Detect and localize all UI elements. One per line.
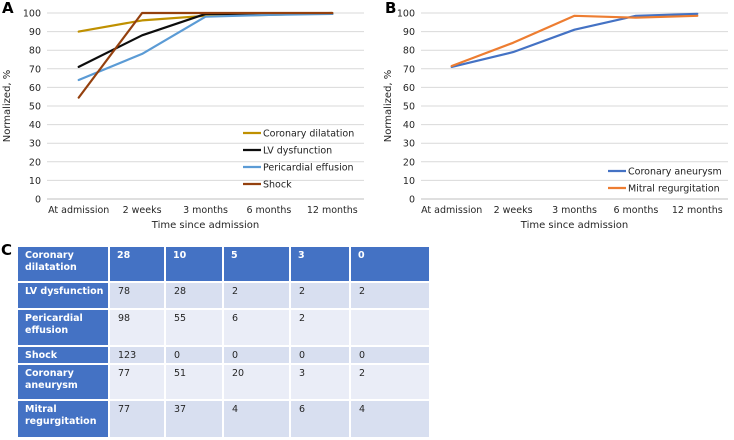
data-cell: 3	[291, 365, 349, 399]
y-tick-label: 50	[403, 102, 415, 113]
y-tick-label: 20	[403, 157, 415, 168]
data-cell: 5	[224, 247, 289, 281]
legend-label: LV dysfunction	[263, 146, 332, 157]
x-tick-label: 12 months	[307, 205, 358, 216]
y-tick-label: 60	[403, 83, 415, 94]
legend-label: Mitral regurgitation	[628, 184, 720, 195]
x-axis-title: Time since admission	[520, 220, 628, 231]
x-tick-label: At admission	[48, 205, 109, 216]
x-axis-title: Time since admission	[151, 220, 259, 231]
y-tick-label: 10	[29, 176, 41, 187]
series-line-lv-dysfunction	[77, 12, 334, 69]
data-cell: 4	[224, 401, 289, 437]
legend-label: Coronary dilatation	[263, 129, 354, 140]
y-tick-label: 50	[29, 102, 41, 113]
data-cell: 6	[224, 310, 289, 345]
data-cell	[351, 310, 429, 345]
y-tick-label: 100	[397, 9, 415, 20]
data-cell: 37	[166, 401, 222, 437]
data-cell: 0	[291, 347, 349, 363]
legend-label: Coronary aneurysm	[628, 167, 722, 178]
row-label-cell: LV dysfunction	[18, 283, 108, 308]
data-cell: 28	[110, 247, 164, 281]
data-cell: 2	[351, 283, 429, 308]
data-cell: 28	[166, 283, 222, 308]
y-tick-label: 20	[29, 157, 41, 168]
x-tick-label: 6 months	[246, 205, 291, 216]
x-tick-label: 6 months	[613, 205, 658, 216]
data-cell: 20	[224, 365, 289, 399]
x-tick-label: 3 months	[552, 205, 597, 216]
series-line-pericardial-effusion	[77, 12, 334, 82]
panel-a-label: A	[2, 0, 14, 17]
panel-b-label: B	[385, 0, 397, 17]
x-tick-label: 2 weeks	[494, 205, 533, 216]
data-cell: 2	[224, 283, 289, 308]
data-cell: 0	[351, 247, 429, 281]
y-tick-label: 100	[23, 9, 41, 20]
x-tick-label: 3 months	[183, 205, 228, 216]
y-tick-label: 10	[403, 176, 415, 187]
y-tick-label: 70	[29, 64, 41, 75]
data-cell: 51	[166, 365, 222, 399]
y-tick-label: 80	[403, 46, 415, 57]
panel-b-chart: 0 10 20 30 40 50 60 70 80 90 100 At admission 2 week…	[383, 9, 728, 231]
y-tick-label: 90	[403, 27, 415, 38]
data-cell: 2	[351, 365, 429, 399]
y-axis-title: Normalized, %	[2, 70, 13, 143]
y-tick-label: 90	[29, 27, 41, 38]
y-tick-label: 70	[403, 64, 415, 75]
y-tick-label: 40	[403, 120, 415, 131]
data-cell: 78	[110, 283, 164, 308]
series-line-shock	[77, 11, 334, 99]
y-tick-label: 0	[35, 195, 41, 206]
row-label-cell: Coronary dilatation	[18, 247, 108, 281]
data-cell: 98	[110, 310, 164, 345]
row-label-cell: Shock	[18, 347, 108, 363]
x-tick-label: 2 weeks	[123, 205, 162, 216]
data-cell: 10	[166, 247, 222, 281]
data-cell: 55	[166, 310, 222, 345]
data-cell: 2	[291, 283, 349, 308]
y-tick-label: 40	[29, 120, 41, 131]
data-cell: 0	[351, 347, 429, 363]
panel-a-chart: 0 10 20 30 40 50 60 70 80 90 100 At admission 2 week…	[2, 9, 364, 231]
x-tick-label: 12 months	[672, 205, 723, 216]
row-label-cell: Coronary aneurysm	[18, 365, 108, 399]
data-cell: 0	[166, 347, 222, 363]
legend-label: Shock	[263, 180, 292, 191]
data-cell: 3	[291, 247, 349, 281]
y-tick-label: 30	[403, 139, 415, 150]
panel-c-table: Coronary dilatation 28 10 5 3 0 LV dysfunction…	[18, 247, 429, 437]
series-line-coronary-aneurysm	[450, 12, 699, 69]
data-cell: 4	[351, 401, 429, 437]
data-cell: 0	[224, 347, 289, 363]
data-cell: 77	[110, 401, 164, 437]
data-cell: 6	[291, 401, 349, 437]
x-tick-label: At admission	[421, 205, 482, 216]
y-tick-label: 60	[29, 83, 41, 94]
data-cell: 2	[291, 310, 349, 345]
data-cell: 77	[110, 365, 164, 399]
y-tick-label: 80	[29, 46, 41, 57]
row-label-cell: Pericardial effusion	[18, 310, 108, 345]
y-tick-label: 30	[29, 139, 41, 150]
panel-c-label: C	[1, 241, 13, 259]
y-tick-label: 0	[409, 195, 415, 206]
series-line-mitral-regurgitation	[450, 14, 699, 68]
row-label-cell: Mitral regurgitation	[18, 401, 108, 437]
y-axis-title: Normalized, %	[383, 70, 394, 143]
data-cell: 123	[110, 347, 164, 363]
legend-label: Pericardial effusion	[263, 163, 354, 174]
